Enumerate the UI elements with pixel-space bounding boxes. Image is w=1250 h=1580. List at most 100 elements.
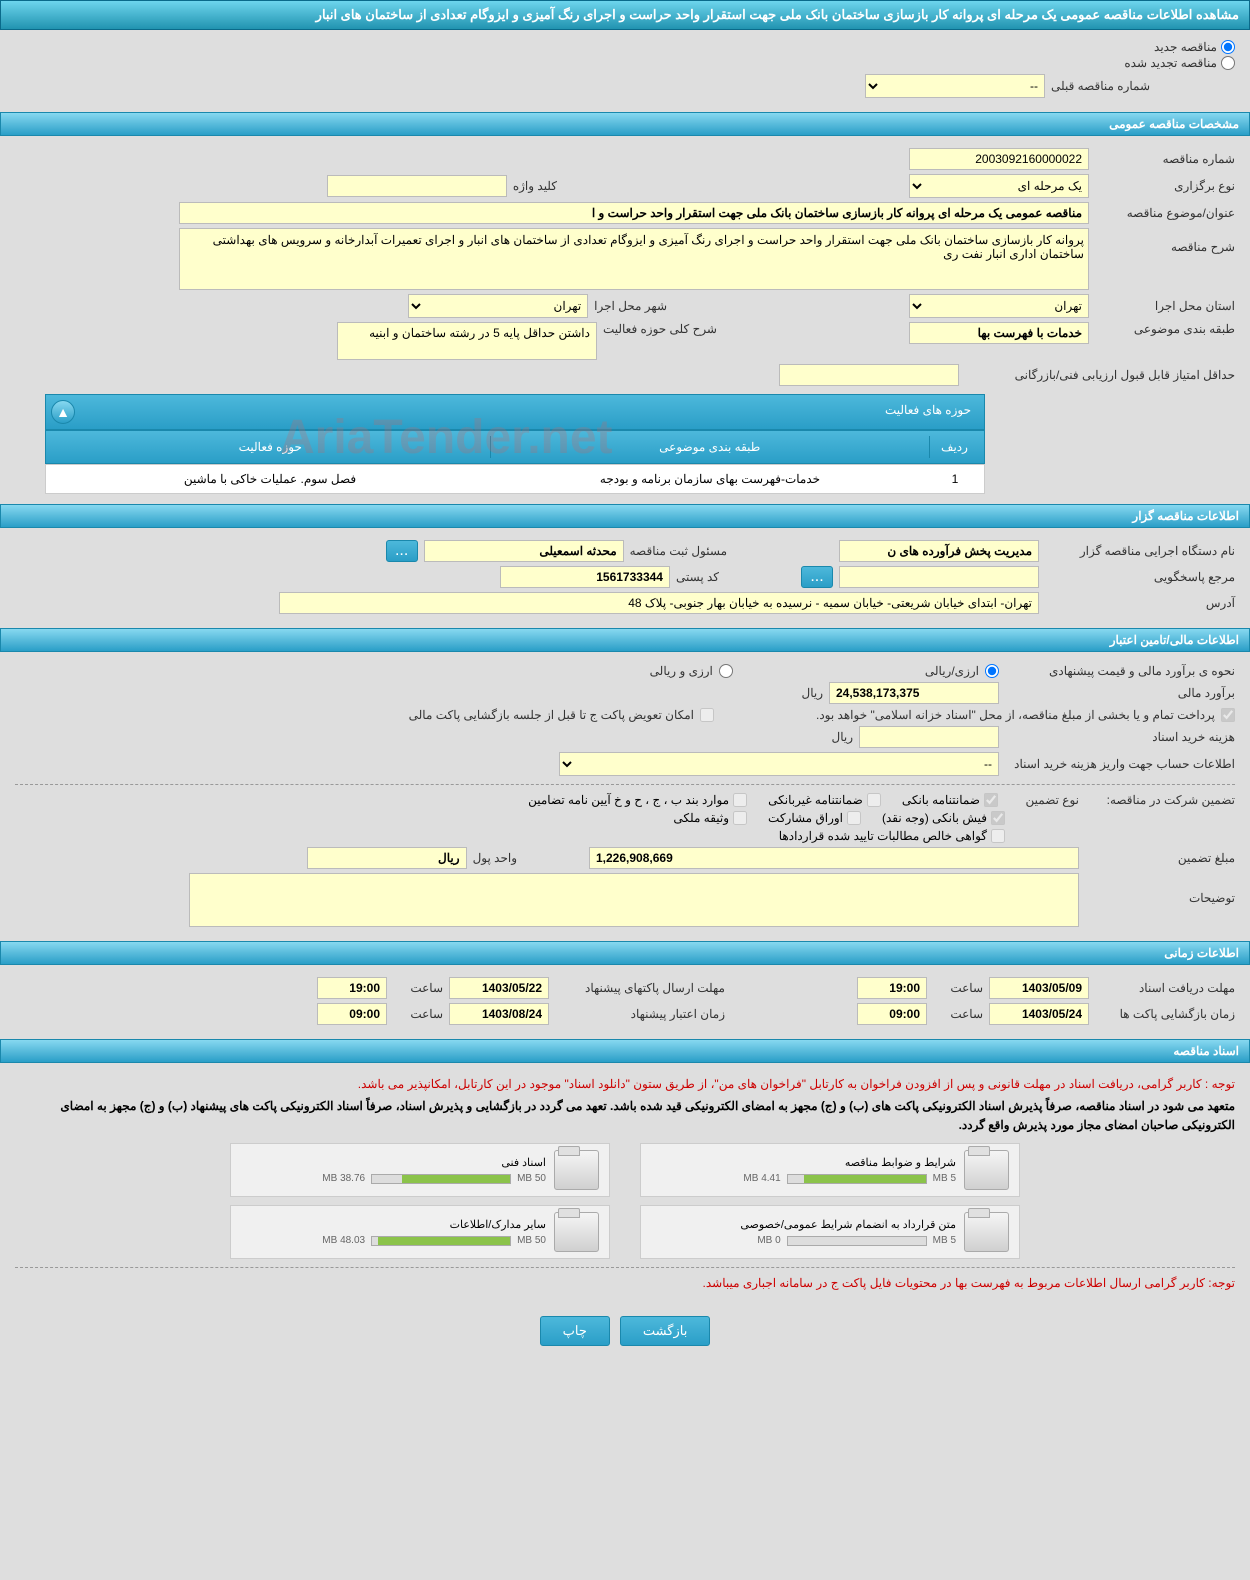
receive-time: 19:00 (857, 977, 927, 999)
rial-radio[interactable] (985, 664, 999, 678)
file-item-2: اسناد فنی 50 MB 38.76 MB (230, 1143, 610, 1197)
open-label: زمان بازگشایی پاکت ها (1095, 1007, 1235, 1021)
account-select[interactable]: -- (559, 752, 999, 776)
notes-label: توضیحات (1085, 873, 1235, 905)
responder-more-button[interactable]: ... (801, 566, 833, 588)
section-organizer: اطلاعات مناقصه گزار (0, 504, 1250, 528)
new-tender-label: مناقصه جدید (1154, 40, 1217, 54)
desc-label: شرح مناقصه (1095, 228, 1235, 254)
category-label: طبقه بندی موضوعی (1095, 322, 1235, 336)
activity-desc-field: داشتن حداقل پایه 5 در رشته ساختمان و ابن… (337, 322, 597, 360)
account-label: اطلاعات حساب جهت واریز هزینه خرید اسناد (1005, 757, 1235, 771)
prev-number-label: شماره مناقصه قبلی (1051, 79, 1150, 93)
col-activity: حوزه فعالیت (51, 436, 490, 458)
section-timing: اطلاعات زمانی (0, 941, 1250, 965)
rial-opt: ارزی/ریالی (925, 664, 979, 678)
category-field: خدمات با فهرست بها (909, 322, 1089, 344)
notice-2: متعهد می شود در اسناد مناقصه، صرفاً پذیر… (15, 1097, 1235, 1135)
receive-deadline-label: مهلت دریافت اسناد (1095, 981, 1235, 995)
print-button[interactable]: چاپ (540, 1316, 610, 1346)
keyword-field (327, 175, 507, 197)
tender-number-label: شماره مناقصه (1095, 152, 1235, 166)
folder-icon (554, 1212, 599, 1252)
gtype2-cb (867, 793, 881, 807)
gtype5-cb (847, 811, 861, 825)
gtype6-cb (733, 811, 747, 825)
validity-label: زمان اعتبار پیشنهاد (555, 1007, 725, 1021)
org-name-field: مدیریت پخش فرآورده های ن (839, 540, 1039, 562)
folder-icon (554, 1150, 599, 1190)
currency-unit: ریال (801, 686, 823, 700)
money-unit-field: ریال (307, 847, 467, 869)
postal-field: 1561733344 (500, 566, 670, 588)
col-row: ردیف (929, 436, 979, 458)
notes-field (189, 873, 1079, 927)
min-score-label: حداقل امتیاز قابل قبول ارزیابی فنی/بازرگ… (965, 368, 1235, 382)
type-select[interactable]: یک مرحله ای (909, 174, 1089, 198)
notice-1: توجه : کاربر گرامی، دریافت اسناد در مهلت… (15, 1077, 1235, 1091)
desc-field: پروانه کار بازسازی ساختمان بانک ملی جهت … (179, 228, 1089, 290)
estimate-label: نحوه ی برآورد مالی و قیمت پیشنهادی (1005, 664, 1235, 678)
gtype3-cb (733, 793, 747, 807)
packet-time: 19:00 (317, 977, 387, 999)
section-docs: اسناد مناقصه (0, 1039, 1250, 1063)
currency-rial-radio[interactable] (719, 664, 733, 678)
more-button[interactable]: ... (386, 540, 418, 562)
doc-cost-label: هزینه خرید اسناد (1005, 730, 1235, 744)
min-score-field (779, 364, 959, 386)
responder-field (839, 566, 1039, 588)
back-button[interactable]: بازگشت (620, 1316, 710, 1346)
time-label-4: ساعت (393, 1007, 443, 1021)
city-label: شهر محل اجرا (594, 299, 667, 313)
open-date: 1403/05/24 (989, 1003, 1089, 1025)
renewed-tender-label: مناقصه تجدید شده (1124, 56, 1217, 70)
validity-time: 09:00 (317, 1003, 387, 1025)
table-row: 1 خدمات-فهرست بهای سازمان برنامه و بودجه… (45, 464, 985, 494)
packet-date: 1403/05/22 (449, 977, 549, 999)
gtype4-cb (991, 811, 1005, 825)
new-tender-radio[interactable] (1221, 40, 1235, 54)
gtype7-cb (991, 829, 1005, 843)
activity-desc-label: شرح کلی حوزه فعالیت (603, 322, 717, 336)
address-field: تهران- ابتدای خیابان شریعتی- خیابان سمیه… (279, 592, 1039, 614)
replace-opt: امکان تعویض پاکت ج تا قبل از جلسه بازگشا… (409, 708, 694, 722)
amount-field: 24,538,173,375 (829, 682, 999, 704)
time-label-1: ساعت (933, 981, 983, 995)
page-title: مشاهده اطلاعات مناقصه عمومی یک مرحله ای … (0, 0, 1250, 30)
city-select[interactable]: تهران (408, 294, 588, 318)
replace-checkbox (700, 708, 714, 722)
time-label-3: ساعت (933, 1007, 983, 1021)
postal-label: کد پستی (676, 570, 719, 584)
file-item-4: سایر مدارک/اطلاعات 50 MB 48.03 MB (230, 1205, 610, 1259)
address-label: آدرس (1045, 596, 1235, 610)
collapse-icon[interactable]: ▲ (51, 400, 75, 424)
renewed-tender-radio[interactable] (1221, 56, 1235, 70)
folder-icon (964, 1212, 1009, 1252)
open-time: 09:00 (857, 1003, 927, 1025)
guarantee-type-label: نوع تضمین (1004, 793, 1079, 807)
section-financial: اطلاعات مالی/تامین اعتبار (0, 628, 1250, 652)
officer-field: محدثه اسمعیلی (424, 540, 624, 562)
guarantee-amount-field: 1,226,908,669 (589, 847, 1079, 869)
province-select[interactable]: تهران (909, 294, 1089, 318)
title-label: عنوان/موضوع مناقصه (1095, 206, 1235, 220)
folder-icon (964, 1150, 1009, 1190)
validity-date: 1403/08/24 (449, 1003, 549, 1025)
prev-number-select[interactable]: -- (865, 74, 1045, 98)
doc-cost-unit: ریال (831, 730, 853, 744)
title-field: مناقصه عمومی یک مرحله ای پروانه کار بازس… (179, 202, 1089, 224)
file-item-1: شرایط و ضوابط مناقصه 5 MB 4.41 MB (640, 1143, 1020, 1197)
time-label-2: ساعت (393, 981, 443, 995)
doc-cost-field (859, 726, 999, 748)
type-label: نوع برگزاری (1095, 179, 1235, 193)
org-name-label: نام دستگاه اجرایی مناقصه گزار (1045, 544, 1235, 558)
guarantee-amount-label: مبلغ تضمین (1085, 851, 1235, 865)
payment-text: پرداخت تمام و یا بخشی از مبلغ مناقصه، از… (816, 708, 1215, 722)
notice-3: توجه: کاربر گرامی ارسال اطلاعات مربوط به… (15, 1276, 1235, 1290)
payment-checkbox (1221, 708, 1235, 722)
amount-label: برآورد مالی (1005, 686, 1235, 700)
file-item-3: متن قرارداد به انضمام شرایط عمومی/خصوصی … (640, 1205, 1020, 1259)
responder-label: مرجع پاسخگویی (1045, 570, 1235, 584)
section-general: مشخصات مناقصه عمومی (0, 112, 1250, 136)
guarantee-label: تضمین شرکت در مناقصه: (1085, 793, 1235, 807)
